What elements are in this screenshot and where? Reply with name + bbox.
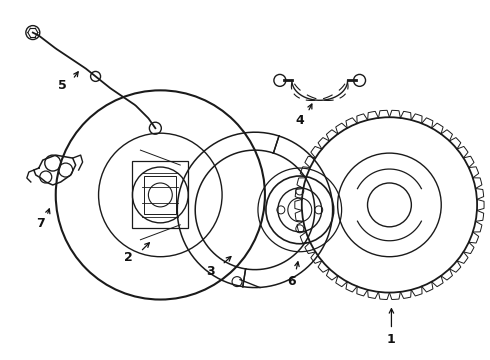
- Text: 4: 4: [295, 114, 304, 127]
- Text: 1: 1: [387, 333, 396, 346]
- Text: 2: 2: [124, 251, 133, 264]
- Bar: [132, 162, 188, 228]
- Bar: [145, 176, 176, 214]
- Text: 3: 3: [206, 265, 215, 278]
- Text: 7: 7: [36, 217, 45, 230]
- Text: 6: 6: [288, 275, 296, 288]
- Text: 5: 5: [58, 79, 67, 92]
